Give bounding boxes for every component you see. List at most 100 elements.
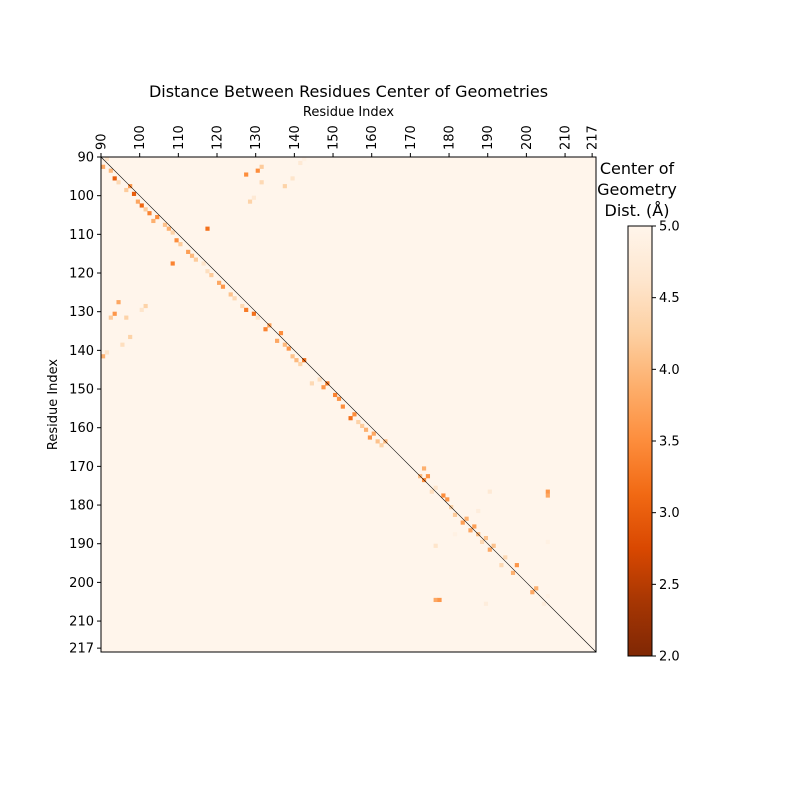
y-tick-label: 130	[69, 305, 94, 320]
heatmap-cell	[143, 207, 148, 212]
heatmap-cell	[251, 311, 256, 316]
heatmap-cell	[178, 242, 183, 247]
heatmap-cell	[514, 563, 519, 568]
y-tick-label: 170	[69, 460, 94, 475]
x-tick-label: 200	[520, 125, 535, 150]
heatmap-cell	[298, 160, 303, 166]
heatmap-cell	[101, 354, 106, 359]
x-tick-label: 120	[211, 125, 226, 150]
x-tick-label: 110	[172, 125, 187, 150]
heatmap-cell	[217, 280, 222, 285]
colorbar-title: Center of Geometry Dist. (Å)	[597, 159, 677, 220]
heatmap-cell	[162, 222, 168, 227]
colorbar-tick-label: 3.5	[659, 435, 680, 450]
heatmap-cell	[128, 334, 133, 340]
y-tick-label: 120	[69, 267, 94, 282]
heatmap-cell	[116, 180, 121, 185]
heatmap-cell	[421, 466, 427, 471]
heatmap-cell	[294, 358, 299, 363]
heatmap-cell	[139, 307, 144, 312]
heatmap-cell	[151, 218, 156, 224]
y-tick-label: 110	[69, 228, 94, 243]
heatmap-cell	[433, 543, 438, 548]
heatmap-cell	[541, 601, 547, 606]
heatmap-cell	[483, 535, 489, 541]
x-tick-label: 170	[404, 125, 419, 150]
heatmap-cell	[232, 296, 237, 301]
x-tick-label: 130	[249, 125, 264, 150]
heatmap-cell	[275, 338, 280, 343]
heatmap-cell	[143, 303, 148, 309]
heatmap-cell	[131, 191, 137, 196]
heatmap-cell	[259, 180, 264, 185]
heatmap-cell	[116, 300, 121, 305]
heatmap-cell	[317, 377, 322, 382]
heatmap-cell	[503, 555, 508, 560]
heatmap-cell	[170, 230, 175, 235]
heatmap-cell	[499, 563, 504, 568]
heatmap-cell	[321, 385, 326, 390]
heatmap-cell	[124, 187, 129, 193]
heatmap-cell	[437, 597, 442, 603]
heatmap-cell	[263, 327, 268, 332]
heatmap-cell	[112, 176, 117, 181]
heatmap-cell	[220, 284, 226, 289]
colorbar-tick-label: 5.0	[659, 220, 680, 235]
heatmap-cell	[240, 303, 245, 309]
x-tick-label: 100	[133, 125, 148, 150]
diagonal-line	[100, 156, 597, 653]
heatmap-cell	[371, 431, 376, 436]
heatmap-cell	[545, 539, 550, 545]
x-tick-label: 180	[443, 125, 458, 150]
heatmap-cell	[193, 257, 198, 262]
chart-title: Distance Between Residues Center of Geom…	[149, 82, 548, 101]
heatmap-cell	[302, 157, 307, 162]
heatmap-cell	[286, 346, 291, 351]
heatmap-cell	[363, 427, 369, 432]
heatmap-cell	[367, 435, 373, 440]
heatmap-cell	[483, 601, 489, 606]
colorbar-tick-label: 4.0	[659, 363, 680, 378]
y-tick-label: 150	[69, 383, 94, 398]
heatmap-cell	[487, 547, 492, 552]
heatmap-cell	[340, 404, 345, 409]
heatmap-cell	[201, 261, 206, 266]
x-tick-label: 190	[481, 125, 496, 150]
heatmap-cell	[135, 199, 140, 204]
heatmap-cell	[170, 261, 175, 266]
heatmap-cell	[476, 508, 481, 514]
y-tick-label: 210	[69, 615, 94, 630]
heatmap-cell	[348, 416, 353, 421]
colorbar-tick-label: 2.0	[659, 650, 680, 665]
x-axis-ticks: 90 100 110 120 130 140 150 160 170 180 190 200 210 21…	[95, 125, 601, 157]
heatmap-cell	[120, 342, 125, 347]
heatmap-cell	[336, 396, 342, 401]
heatmap-cell	[468, 528, 473, 533]
heatmap-cell	[139, 203, 144, 208]
heatmap-cell	[530, 590, 535, 595]
heatmap-cell	[251, 195, 256, 200]
colorbar-title-line-1: Center of	[600, 159, 675, 178]
heatmap-cell	[124, 315, 129, 320]
y-tick-label: 190	[69, 537, 94, 552]
colorbar-ticks: 2.0 2.5 3.0 3.5 4.0 4.5 5.0	[652, 220, 680, 665]
heatmap-cell	[545, 489, 550, 494]
heatmap-cell	[174, 238, 179, 243]
x-axis-label: Residue Index	[303, 105, 395, 120]
x-tick-label: 150	[327, 125, 342, 150]
heatmap-cell	[452, 512, 458, 517]
heatmap-cell	[290, 354, 295, 359]
heatmap-cell	[441, 493, 446, 498]
heatmap-cell	[379, 443, 384, 448]
colorbar-title-line-2: Geometry	[597, 180, 677, 199]
heatmap-cell	[255, 168, 260, 173]
heatmap-cell	[186, 249, 191, 254]
plot-frame	[100, 156, 597, 653]
x-tick-label: 160	[365, 125, 380, 150]
heatmap-cell	[244, 172, 249, 177]
heatmap-cell	[445, 497, 450, 502]
y-tick-label: 160	[69, 421, 94, 436]
colorbar-title-line-3: Dist. (Å)	[605, 201, 670, 220]
heatmap-cell	[205, 226, 210, 231]
colorbar-tick-label: 3.0	[659, 506, 680, 521]
